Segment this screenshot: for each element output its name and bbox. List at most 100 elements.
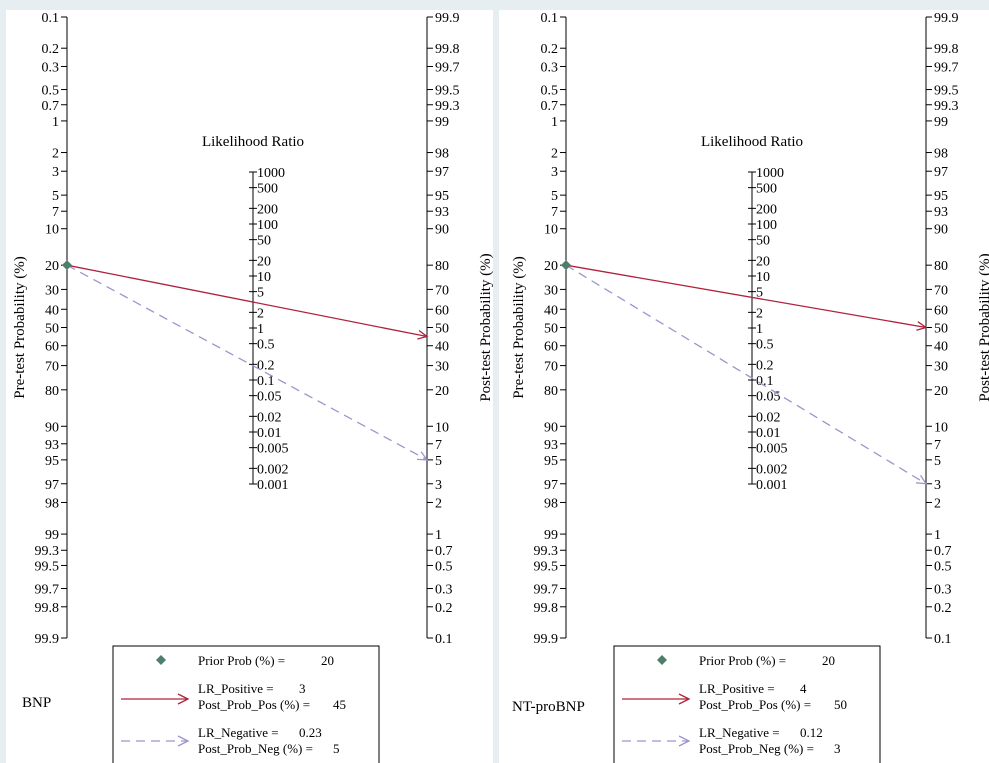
legend-lr-negative-label: LR_Negative = — [699, 725, 780, 740]
pretest-tick-label: 2 — [52, 147, 59, 162]
pretest-tick-label: 60 — [45, 340, 59, 355]
lr-tick-label: 500 — [756, 182, 777, 197]
posttest-tick-label: 50 — [435, 322, 449, 337]
pretest-tick-label: 7 — [551, 205, 558, 220]
posttest-tick-label: 20 — [435, 384, 449, 399]
pretest-tick-label: 99 — [45, 528, 59, 543]
pretest-tick-label: 93 — [544, 438, 558, 453]
posttest-tick-label: 2 — [435, 496, 442, 511]
posttest-tick-label: 99.3 — [435, 99, 460, 114]
lr-tick-label: 1 — [756, 322, 763, 337]
nomogram-panel-2: 0.10.20.30.50.71235710203040506070809093… — [511, 11, 989, 763]
posttest-tick-label: 20 — [934, 384, 948, 399]
pretest-tick-label: 0.5 — [541, 84, 559, 99]
prior-probability-marker — [62, 260, 72, 271]
pretest-tick-label: 50 — [544, 322, 558, 337]
pretest-tick-label: 90 — [45, 420, 59, 435]
pretest-tick-label: 99.3 — [534, 544, 559, 559]
pretest-tick-label: 99.9 — [534, 632, 559, 647]
legend-prior-label: Prior Prob (%) = — [699, 653, 786, 668]
pretest-tick-label: 5 — [52, 189, 59, 204]
legend-post-prob-pos-label: Post_Prob_Pos (%) = — [699, 697, 811, 712]
legend-post-prob-neg-value: 5 — [333, 741, 340, 756]
lr-tick-label: 100 — [257, 218, 278, 233]
panel-separator — [493, 0, 499, 763]
pretest-tick-label: 99.9 — [35, 632, 60, 647]
pretest-tick-label: 40 — [45, 303, 59, 318]
posttest-tick-label: 80 — [435, 259, 449, 274]
posttest-tick-label: 0.1 — [934, 632, 952, 647]
posttest-tick-label: 99.8 — [435, 42, 460, 57]
posttest-axis-title: Post-test Probability (%) — [977, 253, 989, 401]
pretest-tick-label: 93 — [45, 438, 59, 453]
posttest-tick-label: 0.5 — [435, 559, 453, 574]
lr-tick-label: 0.02 — [257, 410, 282, 425]
lr-tick-label: 0.02 — [756, 410, 781, 425]
posttest-tick-label: 0.3 — [934, 583, 952, 598]
posttest-tick-label: 1 — [435, 528, 442, 543]
pretest-tick-label: 99.5 — [35, 559, 60, 574]
pretest-tick-label: 0.3 — [42, 60, 60, 75]
posttest-tick-label: 97 — [934, 165, 948, 180]
posttest-tick-label: 2 — [934, 496, 941, 511]
posttest-tick-label: 60 — [435, 303, 449, 318]
lr-tick-label: 20 — [756, 254, 770, 269]
lr-tick-label: 50 — [257, 234, 271, 249]
posttest-tick-label: 95 — [934, 189, 948, 204]
lr-tick-label: 1000 — [257, 166, 285, 181]
legend-prior-marker — [657, 655, 667, 665]
pretest-tick-label: 99.5 — [534, 559, 559, 574]
panel-label: BNP — [22, 695, 51, 711]
posttest-tick-label: 0.2 — [934, 601, 952, 616]
posttest-tick-label: 97 — [435, 165, 449, 180]
lr-tick-label: 0.1 — [756, 374, 774, 389]
posttest-tick-label: 70 — [435, 283, 449, 298]
lr-tick-label: 5 — [257, 286, 264, 301]
posttest-tick-label: 99.8 — [934, 42, 959, 57]
pretest-tick-label: 1 — [52, 115, 59, 130]
pretest-tick-label: 50 — [45, 322, 59, 337]
legend-lr-positive-label: LR_Positive = — [699, 681, 775, 696]
lr-tick-label: 0.2 — [257, 358, 275, 373]
legend-lr-negative-value: 0.23 — [299, 725, 322, 740]
lr-tick-label: 1000 — [756, 166, 784, 181]
posttest-tick-label: 99 — [934, 115, 948, 130]
posttest-tick-label: 40 — [934, 340, 948, 355]
legend-negative-arrowhead — [177, 735, 190, 747]
lr-tick-label: 0.5 — [756, 338, 774, 353]
lr-tick-label: 100 — [756, 218, 777, 233]
likelihood-ratio-title: Likelihood Ratio — [701, 134, 803, 150]
legend-prior-value: 20 — [321, 653, 334, 668]
pretest-tick-label: 3 — [52, 165, 59, 180]
legend-lr-negative-label: LR_Negative = — [198, 725, 279, 740]
posttest-tick-label: 0.1 — [435, 632, 453, 647]
lr-positive-line — [66, 264, 428, 338]
pretest-tick-label: 70 — [45, 360, 59, 375]
prior-probability-marker — [561, 260, 571, 271]
legend-positive-arrowhead — [177, 693, 190, 705]
lr-tick-label: 20 — [257, 254, 271, 269]
posttest-tick-label: 70 — [934, 283, 948, 298]
posttest-tick-label: 10 — [435, 420, 449, 435]
left-gutter — [0, 0, 6, 763]
lr-tick-label: 50 — [756, 234, 770, 249]
lr-negative-line — [565, 264, 927, 485]
pretest-tick-label: 10 — [45, 223, 59, 238]
lr-negative-line-head — [416, 451, 429, 461]
legend-post-prob-neg-label: Post_Prob_Neg (%) = — [699, 741, 814, 756]
lr-tick-label: 0.05 — [257, 390, 282, 405]
lr-tick-label: 200 — [756, 202, 777, 217]
legend-prior-label: Prior Prob (%) = — [198, 653, 285, 668]
pretest-tick-label: 0.2 — [42, 42, 60, 57]
legend-prior-marker — [156, 655, 166, 665]
posttest-tick-label: 98 — [435, 147, 449, 162]
posttest-tick-label: 5 — [435, 454, 442, 469]
legend-lr-negative-value: 0.12 — [800, 725, 823, 740]
lr-tick-label: 0.2 — [756, 358, 774, 373]
legend-lr-positive-value: 4 — [800, 681, 807, 696]
pretest-axis-title: Pre-test Probability (%) — [12, 256, 28, 398]
pretest-tick-label: 70 — [544, 360, 558, 375]
lr-tick-label: 10 — [257, 270, 271, 285]
posttest-tick-label: 99.7 — [934, 60, 959, 75]
legend-post-prob-neg-label: Post_Prob_Neg (%) = — [198, 741, 313, 756]
